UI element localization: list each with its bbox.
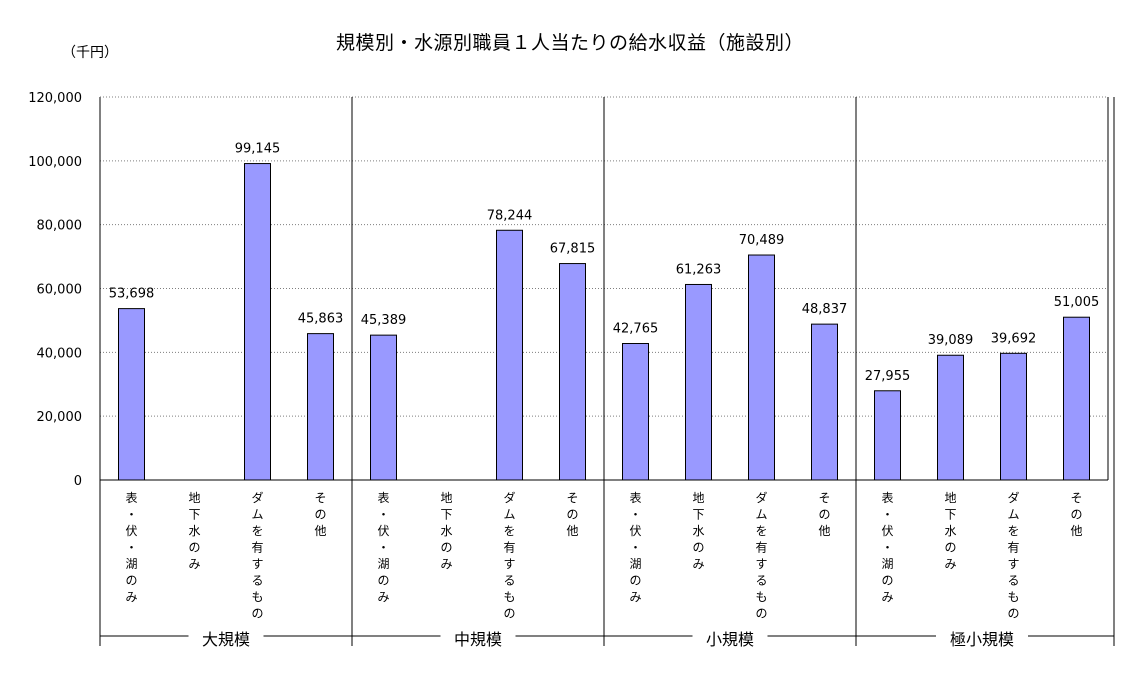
bar	[118, 308, 145, 481]
category-label: ダムを有するもの	[755, 490, 767, 621]
data-label: 99,145	[235, 142, 281, 157]
bar	[811, 323, 838, 481]
group-label: 中規模	[454, 630, 502, 649]
category-label: ダムを有するもの	[503, 490, 515, 621]
bar	[370, 334, 397, 481]
bar	[1063, 316, 1090, 481]
y-tick-label: 100,000	[28, 155, 82, 170]
y-tick-label: 80,000	[37, 219, 83, 234]
data-label: 39,089	[928, 333, 974, 348]
y-tick-label: 0	[74, 474, 82, 489]
data-label: 53,698	[109, 287, 155, 302]
category-label: 地下水のみ	[188, 491, 200, 571]
bar	[1000, 352, 1027, 481]
y-unit-label: （千円）	[62, 45, 118, 61]
category-label: 表・伏・湖のみ	[881, 491, 893, 604]
chart-title: 規模別・水源別職員１人当たりの給水収益（施設別）	[335, 32, 804, 54]
data-label: 70,489	[739, 233, 785, 248]
bar	[307, 333, 334, 481]
category-label: 表・伏・湖のみ	[125, 491, 137, 604]
category-label: その他	[818, 491, 830, 538]
category-label: 地下水のみ	[440, 491, 452, 571]
y-tick-label: 40,000	[37, 346, 83, 361]
data-label: 42,765	[613, 322, 659, 337]
category-label: その他	[1070, 491, 1082, 538]
y-tick-label: 60,000	[37, 283, 83, 298]
category-label: その他	[314, 491, 326, 538]
data-label: 78,244	[487, 208, 533, 223]
data-label: 67,815	[550, 242, 596, 257]
category-label: 地下水のみ	[692, 491, 704, 571]
category-label: 地下水のみ	[944, 491, 956, 571]
group-label: 大規模	[202, 630, 250, 649]
bar	[937, 354, 964, 481]
group-label: 極小規模	[950, 630, 1014, 649]
bar	[622, 343, 649, 481]
bar	[748, 254, 775, 481]
data-label: 51,005	[1054, 295, 1100, 310]
data-label: 61,263	[676, 262, 722, 277]
y-tick-label: 120,000	[28, 91, 82, 106]
y-tick-label: 20,000	[37, 410, 83, 425]
data-label: 39,692	[991, 331, 1037, 346]
category-label: その他	[566, 491, 578, 538]
bar	[874, 390, 901, 481]
data-label: 45,863	[298, 312, 344, 327]
bar	[685, 283, 712, 481]
category-label: 表・伏・湖のみ	[377, 491, 389, 604]
category-label: 表・伏・湖のみ	[629, 491, 641, 604]
data-label: 27,955	[865, 369, 911, 384]
bar	[559, 263, 586, 481]
bar	[496, 229, 523, 481]
group-label: 小規模	[706, 630, 754, 649]
data-label: 48,837	[802, 302, 848, 317]
category-label: ダムを有するもの	[1007, 490, 1019, 621]
category-label: ダムを有するもの	[251, 490, 263, 621]
bar	[244, 163, 271, 481]
data-label: 45,389	[361, 313, 407, 328]
